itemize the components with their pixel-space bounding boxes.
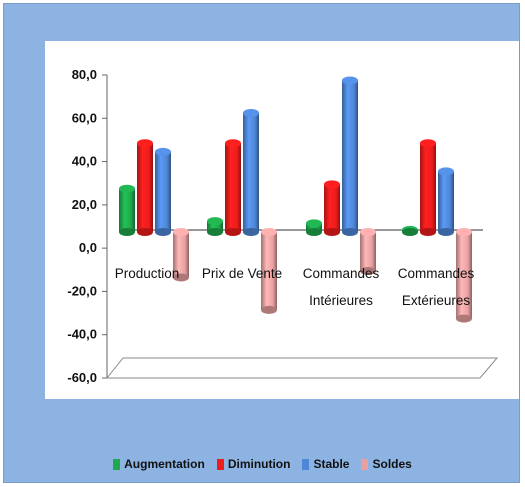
y-tick-label: 20,0 bbox=[72, 197, 97, 212]
y-tick-label: 0,0 bbox=[79, 240, 97, 255]
bar-base-augmentation-0 bbox=[119, 228, 135, 236]
bar-base-stable-0 bbox=[155, 228, 171, 236]
legend-label: Stable bbox=[313, 457, 350, 471]
bar-cap-soldes-1 bbox=[261, 228, 277, 236]
category-label: Intérieures bbox=[309, 293, 373, 308]
category-label: Prix de Vente bbox=[202, 266, 282, 281]
legend-label: Augmentation bbox=[124, 457, 205, 471]
bar-soldes-2 bbox=[360, 232, 376, 271]
bar-cap-augmentation-0 bbox=[119, 184, 135, 193]
bar-diminution-3 bbox=[420, 143, 436, 232]
bar-diminution-0 bbox=[137, 143, 153, 232]
legend-item: Diminution bbox=[216, 455, 291, 473]
bar-augmentation-0 bbox=[119, 188, 135, 232]
y-tick-label: 40,0 bbox=[72, 154, 97, 169]
bar-diminution-1 bbox=[225, 143, 241, 232]
bar-diminution-2 bbox=[324, 184, 340, 232]
y-tick-label: -20,0 bbox=[67, 283, 97, 298]
bar-cap-augmentation-1 bbox=[207, 217, 223, 226]
bar-base-diminution-2 bbox=[324, 228, 340, 236]
bar-base-stable-1 bbox=[243, 228, 259, 236]
bar-cap-stable-3 bbox=[438, 167, 454, 176]
bar-base-soldes-3 bbox=[456, 314, 472, 323]
bar-stable-1 bbox=[243, 112, 259, 232]
legend-swatch bbox=[361, 458, 369, 470]
bar-cap-stable-0 bbox=[155, 147, 171, 156]
legend-item: Stable bbox=[302, 455, 349, 473]
y-tick-label: 80,0 bbox=[72, 67, 97, 82]
bar-base-augmentation-2 bbox=[306, 228, 322, 236]
axis-floor bbox=[105, 357, 499, 379]
bar-base-soldes-2 bbox=[360, 266, 376, 275]
bar-cap-diminution-0 bbox=[137, 139, 153, 148]
bar-base-soldes-1 bbox=[261, 305, 277, 314]
legend-swatch bbox=[216, 458, 224, 470]
bar-cap-soldes-0 bbox=[173, 228, 189, 236]
y-tick-label: 60,0 bbox=[72, 110, 97, 125]
bar-base-stable-2 bbox=[342, 228, 358, 236]
legend-label: Diminution bbox=[227, 457, 291, 471]
bar-cap-diminution-3 bbox=[420, 139, 436, 148]
bar-soldes-3 bbox=[456, 232, 472, 319]
bar-soldes-0 bbox=[173, 232, 189, 278]
bar-cap-stable-2 bbox=[342, 76, 358, 85]
category-label: Extérieures bbox=[402, 293, 471, 308]
bar-cap-stable-1 bbox=[243, 108, 259, 117]
bar-stable-3 bbox=[438, 171, 454, 232]
legend-swatch bbox=[113, 458, 121, 470]
legend-swatch bbox=[302, 458, 310, 470]
legend-label: Soldes bbox=[372, 457, 412, 471]
bar-cap-soldes-2 bbox=[360, 228, 376, 236]
category-label: Production bbox=[115, 266, 180, 281]
bar-cap-soldes-3 bbox=[456, 228, 472, 236]
bar-cap-diminution-1 bbox=[225, 139, 241, 148]
bar-stable-2 bbox=[342, 80, 358, 232]
bar-base-soldes-0 bbox=[173, 273, 189, 282]
category-label: Commandes bbox=[398, 266, 475, 281]
bar-base-diminution-1 bbox=[225, 228, 241, 236]
bar-cap-augmentation-2 bbox=[306, 219, 322, 228]
bar-cap-diminution-2 bbox=[324, 180, 340, 189]
y-tick-label: -40,0 bbox=[67, 327, 97, 342]
bar-base-augmentation-3 bbox=[402, 228, 418, 236]
legend: Augmentation Diminution Stable Soldes bbox=[0, 455, 525, 473]
category-label: Commandes bbox=[303, 266, 380, 281]
bar-base-augmentation-1 bbox=[207, 228, 223, 236]
legend-item: Soldes bbox=[361, 455, 412, 473]
legend-item: Augmentation bbox=[113, 455, 205, 473]
bar-stable-0 bbox=[155, 151, 171, 232]
chart-frame bbox=[3, 3, 520, 483]
bar-base-stable-3 bbox=[438, 228, 454, 236]
bar-base-diminution-0 bbox=[137, 228, 153, 236]
bar-augmentation-2 bbox=[306, 223, 322, 232]
bar-base-diminution-3 bbox=[420, 228, 436, 236]
y-tick-label: -60,0 bbox=[67, 370, 97, 385]
bar-augmentation-1 bbox=[207, 221, 223, 232]
bar-soldes-1 bbox=[261, 232, 277, 310]
